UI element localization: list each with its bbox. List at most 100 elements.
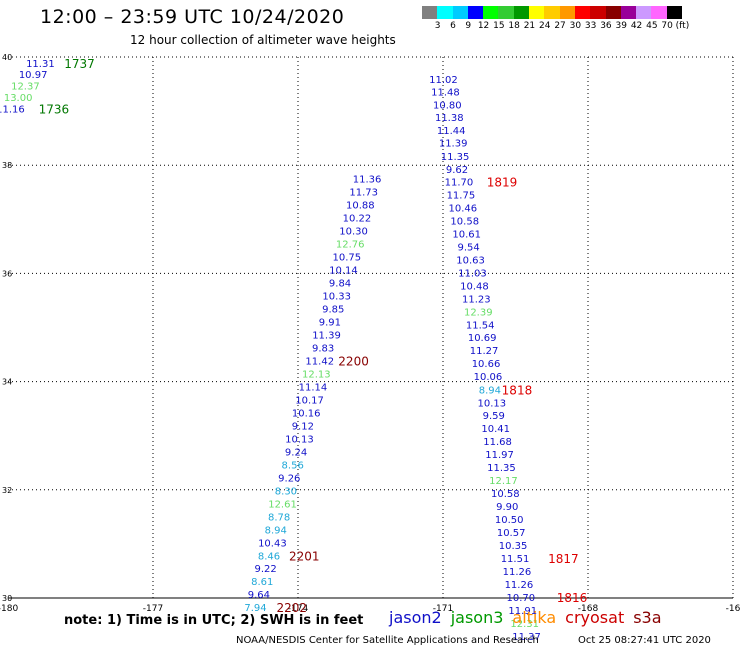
wave-height-value: 10.43: [258, 538, 287, 549]
wave-height-value: 11.23: [462, 294, 491, 305]
wave-height-value: 10.06: [474, 372, 503, 383]
wave-height-value: 11.38: [435, 113, 464, 124]
wave-height-value: 11.35: [487, 463, 516, 474]
wave-height-value: 10.58: [491, 489, 520, 500]
wave-height-value: 8.61: [251, 577, 273, 588]
wave-height-value: 11.37: [512, 632, 541, 643]
y-tick-label: 38: [2, 161, 12, 170]
wave-height-value: 11.35: [441, 152, 470, 163]
credit-line: NOAA/NESDIS Center for Satellite Applica…: [236, 635, 539, 646]
legend-swatch: [605, 6, 621, 19]
legend-tick-label: 30: [569, 21, 582, 31]
y-tick-label: 32: [2, 486, 12, 495]
satellite-legend-item: cryosat: [565, 608, 625, 627]
wave-height-value: 10.30: [339, 227, 368, 238]
wave-height-value: 10.14: [329, 266, 358, 277]
legend-swatch: [483, 6, 499, 19]
wave-height-value: 12.61: [268, 499, 297, 510]
wave-height-value: 10.57: [497, 528, 526, 539]
legend-swatch: [620, 6, 637, 19]
legend-swatches: [422, 6, 683, 19]
wave-height-value: 10.66: [472, 359, 501, 370]
wave-height-value: 13.00: [4, 93, 33, 104]
pass-time-label: 1817: [548, 552, 579, 566]
wave-height-value: 10.50: [495, 515, 524, 526]
wave-height-value: 12.13: [302, 369, 331, 380]
x-tick-label: -177: [143, 604, 163, 614]
legend-swatch: [422, 6, 438, 19]
wave-height-value: 11.91: [508, 606, 537, 617]
wave-height-value: 11.36: [353, 175, 382, 186]
wave-height-value: 9.59: [483, 411, 505, 422]
y-tick-label: 34: [2, 378, 12, 387]
wave-height-value: 11.02: [429, 75, 458, 86]
legend-tick-label: 9: [465, 21, 472, 31]
wave-height-value: 9.62: [446, 165, 468, 176]
pass-time-label: 1819: [487, 175, 518, 189]
pass-time-label: 1737: [64, 57, 95, 71]
wave-height-value: 10.35: [499, 541, 528, 552]
legend-swatch: [574, 6, 591, 19]
satellite-legend-item: s3a: [633, 608, 662, 627]
wave-height-value: 10.33: [322, 292, 351, 303]
legend-swatch: [636, 6, 652, 19]
x-tick-label: -16: [726, 604, 740, 614]
legend-tick-label: 15: [493, 21, 505, 31]
legend-tick-label: 36: [600, 21, 612, 31]
wave-height-value: 10.97: [19, 70, 48, 81]
legend-tick-label: 18: [508, 21, 520, 31]
legend-tick-label: 33: [584, 21, 597, 31]
legend-tick-label: 39: [615, 21, 627, 31]
legend-swatch: [498, 6, 514, 19]
wave-height-value: 11.68: [483, 437, 512, 448]
legend-swatch: [467, 6, 484, 19]
generated-timestamp: Oct 25 08:27:41 UTC 2020: [578, 635, 711, 646]
wave-height-value: 8.30: [275, 486, 297, 497]
wave-height-value: 8.78: [268, 512, 290, 523]
wave-height-value: 11.51: [501, 554, 530, 565]
legend-swatch: [452, 6, 468, 19]
wave-height-value: 10.48: [460, 281, 489, 292]
wave-height-value: 12.39: [464, 307, 493, 318]
wave-height-value: 8.46: [258, 551, 280, 562]
legend-swatch: [666, 6, 683, 19]
legend-swatch: [437, 6, 453, 19]
wave-height-value: 11.70: [445, 177, 474, 188]
satellite-legend-item: jason3: [450, 608, 504, 627]
legend-tick-label: 3: [434, 21, 441, 31]
wave-height-value: 10.69: [468, 333, 497, 344]
wave-height-value: 10.58: [450, 216, 479, 227]
pass-time-label: 1818: [502, 384, 533, 398]
wave-height-value: 11.27: [470, 346, 499, 357]
wave-height-value: 7.94: [244, 603, 266, 614]
y-tick-label: 36: [2, 269, 12, 278]
wave-height-value: 9.64: [248, 590, 270, 601]
legend-ticks: 3 6 9 12 15 18 21 24 27 30 33 36 39 42 45 70 (ft): [422, 19, 689, 33]
wave-height-value: 10.63: [456, 255, 485, 266]
chart-subtitle: 12 hour collection of altimeter wave hei…: [130, 33, 396, 47]
wave-height-value: 10.75: [332, 253, 361, 264]
wave-height-value: 11.42: [305, 357, 334, 368]
wave-height-value: 9.90: [496, 502, 518, 513]
wave-height-value: 10.13: [477, 399, 506, 410]
legend-tick-label: 6: [450, 21, 456, 31]
wave-height-value: 10.88: [346, 201, 375, 212]
wave-height-value: 9.91: [319, 318, 341, 329]
wave-height-value: 9.26: [278, 473, 300, 484]
legend-swatch: [590, 6, 606, 19]
legend-tick-label: 21: [523, 21, 536, 31]
wave-height-value: 11.44: [437, 126, 466, 137]
legend-tick-label: 45: [646, 21, 658, 31]
wave-height-value: 8.56: [282, 460, 304, 471]
wave-height-value: 11.31: [26, 59, 55, 70]
legend-swatch: [529, 6, 545, 19]
legend-swatch: [651, 6, 667, 19]
legend-swatch: [544, 6, 560, 19]
legend-swatch: [513, 6, 530, 19]
x-tick-label: -171: [433, 604, 453, 614]
wave-height-value: 12.76: [336, 240, 365, 251]
wave-height-value: 11.75: [447, 190, 476, 201]
wave-height-value: 9.12: [292, 421, 314, 432]
legend-tick-label: 42: [630, 21, 643, 31]
